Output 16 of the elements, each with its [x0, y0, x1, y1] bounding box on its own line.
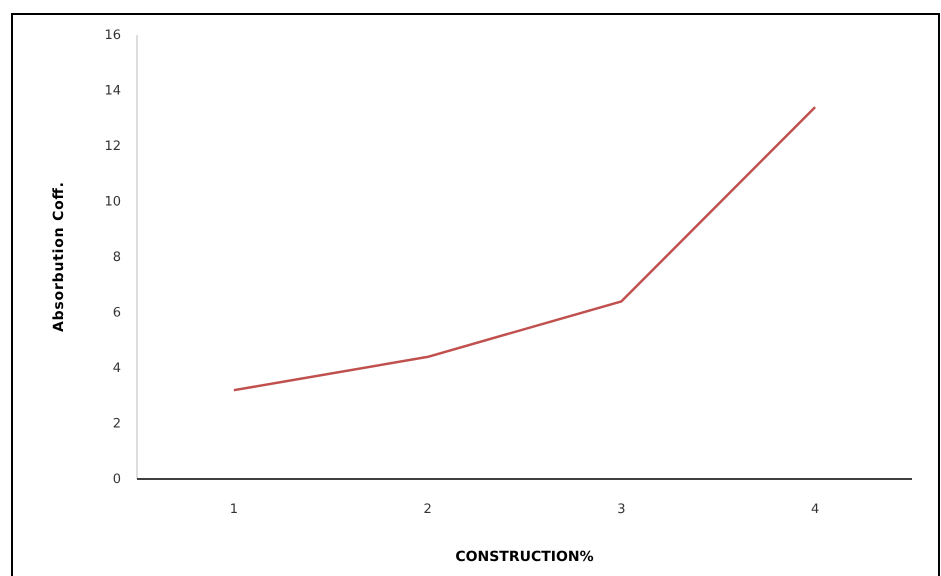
- y-tick-label: 12: [104, 139, 121, 154]
- x-tick-label: 1: [230, 502, 238, 518]
- y-tick-label: 14: [104, 84, 121, 99]
- x-tick-label: 4: [810, 502, 820, 518]
- line-series: [232, 106, 816, 392]
- x-axis-title: CONSTRUCTION%: [455, 549, 594, 565]
- y-tick-label: 0: [112, 472, 121, 488]
- x-tick-label: 2: [423, 502, 432, 518]
- y-tick-label: 2: [112, 416, 121, 432]
- y-tick-label: 8: [112, 250, 121, 266]
- y-tick-label: 10: [104, 194, 121, 210]
- x-tick-label: 3: [617, 502, 626, 518]
- y-tick-label: 16: [104, 28, 121, 44]
- y-tick-label: 4: [112, 361, 121, 376]
- y-tick-label: 6: [112, 306, 121, 321]
- y-axis-title: Absorbution Coff.: [51, 182, 67, 332]
